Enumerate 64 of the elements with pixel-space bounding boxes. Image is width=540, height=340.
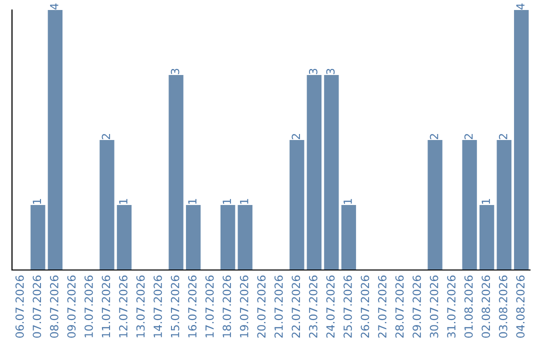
bar	[306, 75, 322, 270]
bar	[462, 140, 477, 270]
x-tick-label: 17.07.2026	[205, 276, 214, 338]
x-tick-label: 26.07.2026	[360, 276, 370, 338]
data-label: 1	[240, 198, 248, 204]
x-tick-label: 08.07.2026	[50, 276, 58, 338]
x-tick-label: 22.07.2026	[292, 276, 300, 338]
x-tick-label: 29.07.2026	[412, 276, 421, 338]
x-tick-label: 20.07.2026	[257, 276, 266, 338]
data-label: 4	[516, 4, 524, 10]
x-tick-label: 16.07.2026	[188, 276, 197, 338]
data-label: 2	[430, 134, 438, 140]
bar	[30, 205, 46, 270]
bar	[116, 205, 132, 270]
bar	[238, 205, 252, 270]
x-tick-label: 15.07.2026	[170, 276, 180, 338]
x-tick-label: 14.07.2026	[154, 276, 162, 338]
x-tick-label: 23.07.2026	[308, 276, 318, 338]
data-label: 3	[326, 68, 335, 74]
x-tick-label: 09.07.2026	[67, 276, 76, 338]
bar	[168, 75, 184, 270]
data-label: 1	[482, 198, 490, 204]
x-tick-label: 30.07.2026	[430, 276, 438, 338]
data-label: 2	[498, 134, 508, 140]
data-label: 1	[222, 198, 231, 204]
x-tick-label: 02.08.2026	[482, 276, 490, 338]
data-label: 2	[102, 134, 110, 140]
data-label: 1	[32, 198, 41, 204]
bar	[186, 205, 201, 270]
bar	[341, 205, 356, 270]
x-tick-label: 07.07.2026	[32, 276, 42, 338]
x-tick-label: 11.07.2026	[102, 276, 110, 338]
bar	[100, 140, 114, 270]
data-label: 3	[308, 68, 318, 74]
data-label: 1	[119, 198, 128, 204]
bar	[324, 75, 339, 270]
data-label: 1	[344, 198, 352, 204]
x-tick-label: 03.08.2026	[498, 276, 508, 338]
x-tick-label: 27.07.2026	[378, 276, 386, 338]
data-label: 4	[50, 4, 58, 10]
x-tick-label: 01.08.2026	[464, 276, 473, 338]
bar	[428, 140, 442, 270]
x-tick-label: 12.07.2026	[119, 276, 128, 338]
x-tick-label: 13.07.2026	[136, 276, 145, 338]
x-tick-label: 10.07.2026	[84, 276, 93, 338]
x-tick-label: 04.08.2026	[516, 276, 525, 338]
x-tick-label: 18.07.2026	[222, 276, 232, 338]
data-label: 2	[292, 134, 300, 140]
x-tick-label: 28.07.2026	[395, 276, 404, 338]
bar	[479, 205, 494, 270]
x-tick-label: 31.07.2026	[447, 276, 456, 338]
bar	[496, 140, 512, 270]
data-label: 1	[188, 198, 196, 204]
x-tick-label: 21.07.2026	[274, 276, 283, 338]
x-tick-label: 24.07.2026	[326, 276, 335, 338]
data-label: 3	[170, 68, 180, 74]
bar	[48, 10, 63, 270]
x-tick-label: 19.07.2026	[240, 276, 248, 338]
bar	[220, 205, 236, 270]
data-label: 2	[464, 134, 473, 140]
x-tick-label: 25.07.2026	[344, 276, 352, 338]
bar	[290, 140, 304, 270]
x-tick-label: 06.07.2026	[15, 276, 24, 338]
bar	[514, 10, 529, 270]
